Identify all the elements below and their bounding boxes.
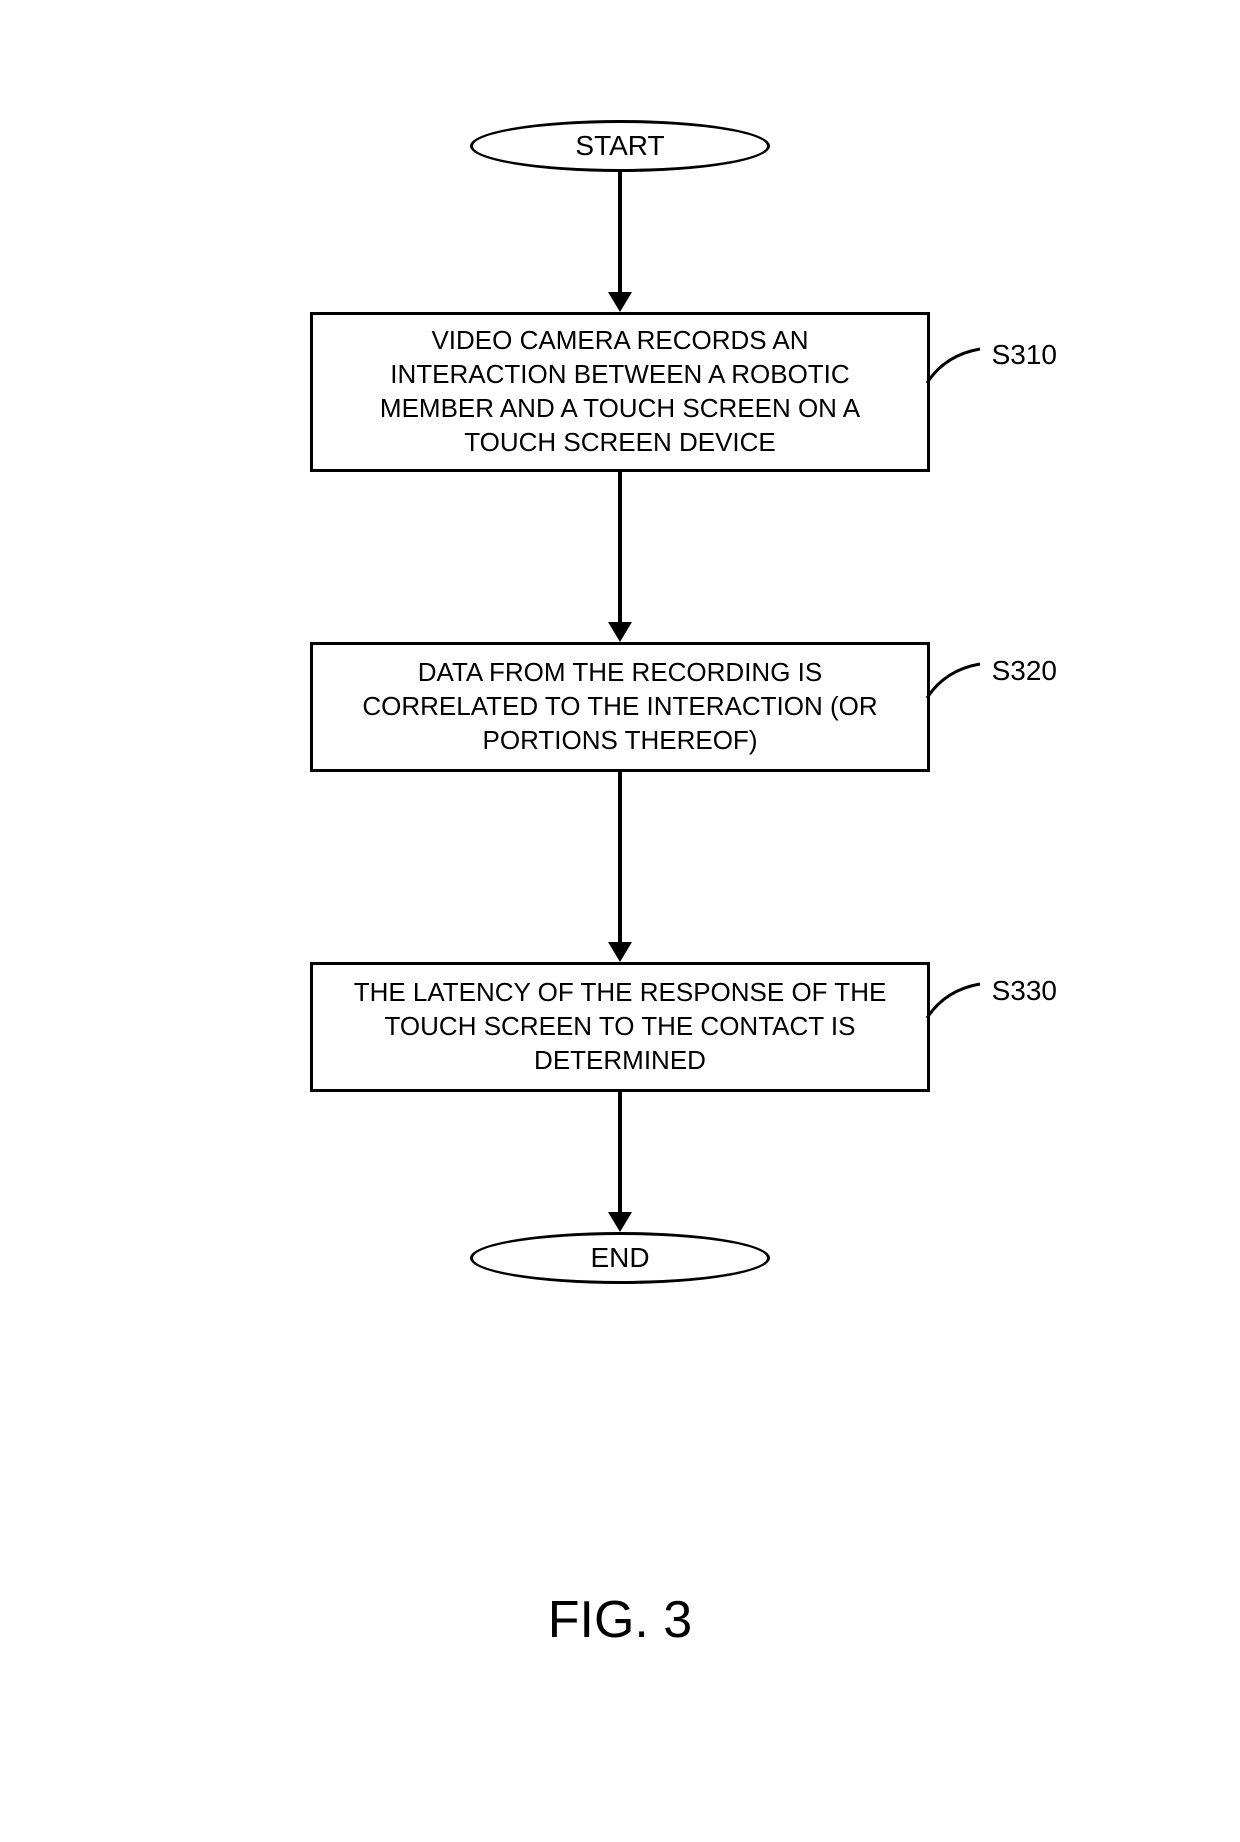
process-step-3: THE LATENCY OF THE RESPONSE OF THE TOUCH… [310,962,930,1092]
label-connector-3 [925,980,985,1030]
arrow-head [608,622,632,642]
process-text: THE LATENCY OF THE RESPONSE OF THE TOUCH… [343,976,897,1077]
arrow-2 [608,472,632,642]
end-terminal: END [470,1232,770,1284]
arrow-3 [608,772,632,962]
start-terminal: START [470,120,770,172]
step-label-2: S320 [992,653,1057,689]
start-label: START [575,130,664,162]
process-step-2: DATA FROM THE RECORDING IS CORRELATED TO… [310,642,930,772]
step-label-3: S330 [992,973,1057,1009]
label-connector-2 [925,660,985,710]
step-label-1: S310 [992,337,1057,373]
process-text: DATA FROM THE RECORDING IS CORRELATED TO… [343,656,897,757]
flowchart-container: START VIDEO CAMERA RECORDS AN INTERACTIO… [220,120,1020,1284]
arrow-4 [608,1092,632,1232]
arrow-head [608,942,632,962]
arrow-1 [608,172,632,312]
arrow-line [618,772,622,942]
arrow-head [608,1212,632,1232]
arrow-head [608,292,632,312]
arrow-line [618,1092,622,1212]
label-connector-1 [925,345,985,395]
figure-label: FIG. 3 [548,1590,692,1650]
process-step-1: VIDEO CAMERA RECORDS AN INTERACTION BETW… [310,312,930,472]
end-label: END [590,1242,649,1274]
arrow-line [618,472,622,622]
process-text: VIDEO CAMERA RECORDS AN INTERACTION BETW… [343,324,897,459]
arrow-line [618,172,622,292]
